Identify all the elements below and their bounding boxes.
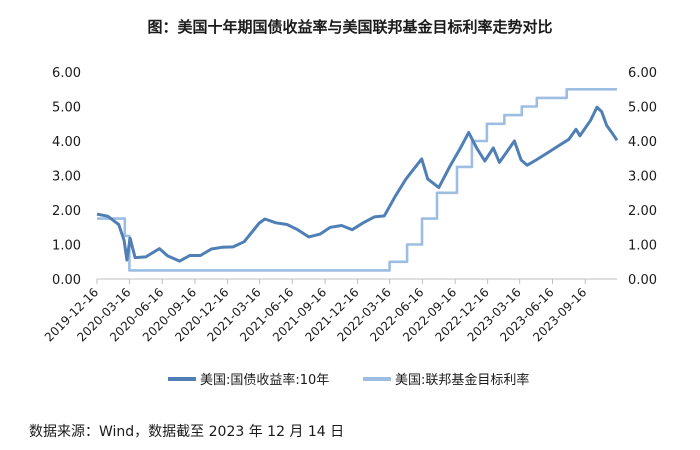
- y-tick-right-label: 4.00: [628, 135, 657, 150]
- y-tick-right-label: 6.00: [628, 66, 657, 81]
- chart-title: 图：美国十年期国债收益率与美国联邦基金目标利率走势对比: [147, 18, 553, 36]
- y-tick-right-label: 3.00: [628, 170, 657, 185]
- legend-item-fed-funds: 美国:联邦基金目标利率: [363, 369, 529, 388]
- legend-label-fed-funds: 美国:联邦基金目标利率: [395, 373, 530, 388]
- series-line-fed-funds: [97, 88, 617, 272]
- source-note: 数据来源：Wind，数据截至 2023 年 12 月 14 日: [29, 424, 345, 440]
- y-tick-right-label: 0.00: [628, 273, 657, 288]
- legend-item-treasury-10y: 美国:国债收益率:10年: [168, 369, 329, 388]
- y-axis-left: 0.00 1.00 2.00 3.00 4.00 5.00 6.00: [52, 66, 81, 288]
- y-tick-left-label: 2.00: [52, 204, 81, 219]
- legend-swatch-treasury-10y: [168, 376, 196, 381]
- legend-swatch-fed-funds: [363, 376, 391, 381]
- y-tick-right-label: 5.00: [628, 101, 657, 116]
- x-axis: 2019-12-162020-03-162020-06-162020-09-16…: [42, 279, 589, 344]
- y-tick-right-label: 1.00: [628, 239, 657, 254]
- y-axis-right: 0.00 1.00 2.00 3.00 4.00 5.00 6.00: [628, 66, 657, 288]
- y-tick-left-label: 3.00: [52, 170, 81, 185]
- y-tick-left-label: 6.00: [52, 66, 81, 81]
- y-tick-left-label: 1.00: [52, 239, 81, 254]
- y-tick-left-label: 0.00: [52, 273, 81, 288]
- series-group: [96, 88, 619, 272]
- y-tick-right-label: 2.00: [628, 204, 657, 219]
- y-tick-left-label: 5.00: [52, 101, 81, 116]
- y-tick-left-label: 4.00: [52, 135, 81, 150]
- series-line-treasury-10y: [96, 105, 619, 263]
- legend-label-treasury-10y: 美国:国债收益率:10年: [200, 373, 330, 388]
